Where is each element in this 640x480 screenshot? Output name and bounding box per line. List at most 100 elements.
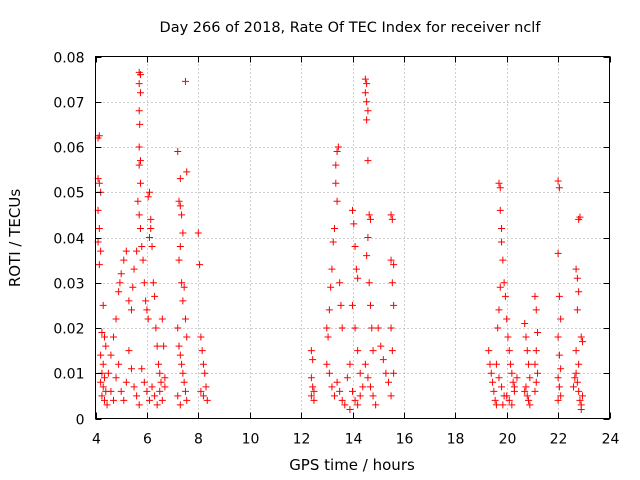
data-point: [365, 279, 373, 287]
data-point: [157, 378, 165, 386]
data-point: [388, 347, 396, 355]
data-point: [95, 132, 103, 140]
data-point: [179, 229, 187, 237]
data-point: [154, 360, 162, 368]
data-point: [156, 369, 164, 377]
data-point: [331, 224, 339, 232]
data-point: [489, 378, 497, 386]
data-point: [140, 378, 148, 386]
data-point: [341, 401, 349, 409]
data-point: [95, 261, 103, 269]
data-point: [142, 297, 150, 305]
data-point: [384, 378, 392, 386]
data-point: [325, 306, 333, 314]
data-point: [579, 392, 587, 400]
data-point: [140, 279, 148, 287]
data-point: [351, 396, 359, 404]
data-point: [522, 383, 530, 391]
data-point: [525, 360, 533, 368]
data-point: [554, 249, 562, 257]
data-point: [486, 360, 494, 368]
x-tick-label: 24: [602, 432, 620, 448]
data-point: [361, 89, 369, 97]
data-point: [133, 247, 141, 255]
data-point: [100, 396, 108, 404]
data-point: [144, 193, 152, 201]
data-point: [363, 252, 371, 260]
data-point: [508, 401, 516, 409]
data-point: [523, 347, 531, 355]
data-point: [366, 383, 374, 391]
data-point: [109, 396, 117, 404]
data-point: [197, 387, 205, 395]
data-point: [331, 392, 339, 400]
data-point: [198, 347, 206, 355]
data-point: [100, 374, 108, 382]
data-point: [387, 392, 395, 400]
data-point: [496, 283, 504, 291]
data-point: [579, 338, 587, 346]
data-point: [349, 301, 356, 309]
data-point: [364, 234, 372, 241]
data-point: [522, 333, 530, 341]
y-tick-label: 0.08: [53, 51, 84, 67]
data-point: [136, 71, 144, 79]
data-point: [379, 356, 387, 364]
data-point: [161, 383, 169, 391]
data-point: [130, 383, 138, 391]
data-point: [122, 378, 130, 386]
data-point: [325, 369, 333, 377]
data-point: [183, 168, 191, 176]
data-point: [147, 224, 155, 232]
y-tick-label: 0: [76, 413, 85, 429]
data-point: [324, 333, 332, 341]
y-tick-label: 0.05: [53, 186, 84, 202]
data-point: [555, 351, 563, 359]
data-point: [129, 283, 137, 291]
data-point: [495, 374, 503, 382]
data-point: [307, 392, 315, 400]
data-point: [201, 369, 209, 377]
data-point: [495, 179, 503, 187]
x-tick-label: 8: [194, 432, 203, 448]
data-point: [503, 315, 511, 323]
data-point: [573, 274, 581, 282]
x-tick-label: 10: [242, 432, 260, 448]
data-point: [329, 238, 337, 246]
data-point: [310, 387, 318, 395]
data-point: [147, 215, 155, 223]
data-point: [133, 392, 141, 400]
data-point: [109, 333, 117, 341]
data-point: [199, 360, 207, 368]
x-tick-label: 18: [447, 432, 465, 448]
data-point: [127, 306, 135, 314]
data-point: [174, 148, 182, 156]
data-point: [135, 107, 143, 115]
data-point: [356, 369, 364, 377]
data-point: [487, 369, 495, 377]
data-point: [116, 279, 124, 287]
data-point: [336, 387, 344, 395]
data-point: [149, 279, 157, 287]
data-point: [178, 360, 186, 368]
data-point: [332, 179, 340, 187]
data-point: [372, 401, 380, 409]
data-point: [181, 315, 189, 323]
data-point: [95, 179, 103, 187]
data-point: [498, 238, 506, 246]
x-tick-label: 4: [92, 432, 101, 448]
data-point: [176, 175, 184, 183]
data-point: [174, 324, 182, 332]
data-point: [492, 401, 500, 409]
chart-title: Day 266 of 2018, Rate Of TEC Index for r…: [160, 20, 542, 36]
data-point: [359, 383, 367, 391]
data-point: [363, 116, 371, 124]
data-point: [115, 288, 123, 296]
data-point: [554, 374, 562, 382]
data-point: [323, 324, 331, 332]
data-point: [143, 387, 151, 395]
data-point: [366, 301, 374, 309]
data-point: [388, 279, 396, 287]
data-point: [139, 256, 147, 264]
data-point: [491, 396, 499, 404]
